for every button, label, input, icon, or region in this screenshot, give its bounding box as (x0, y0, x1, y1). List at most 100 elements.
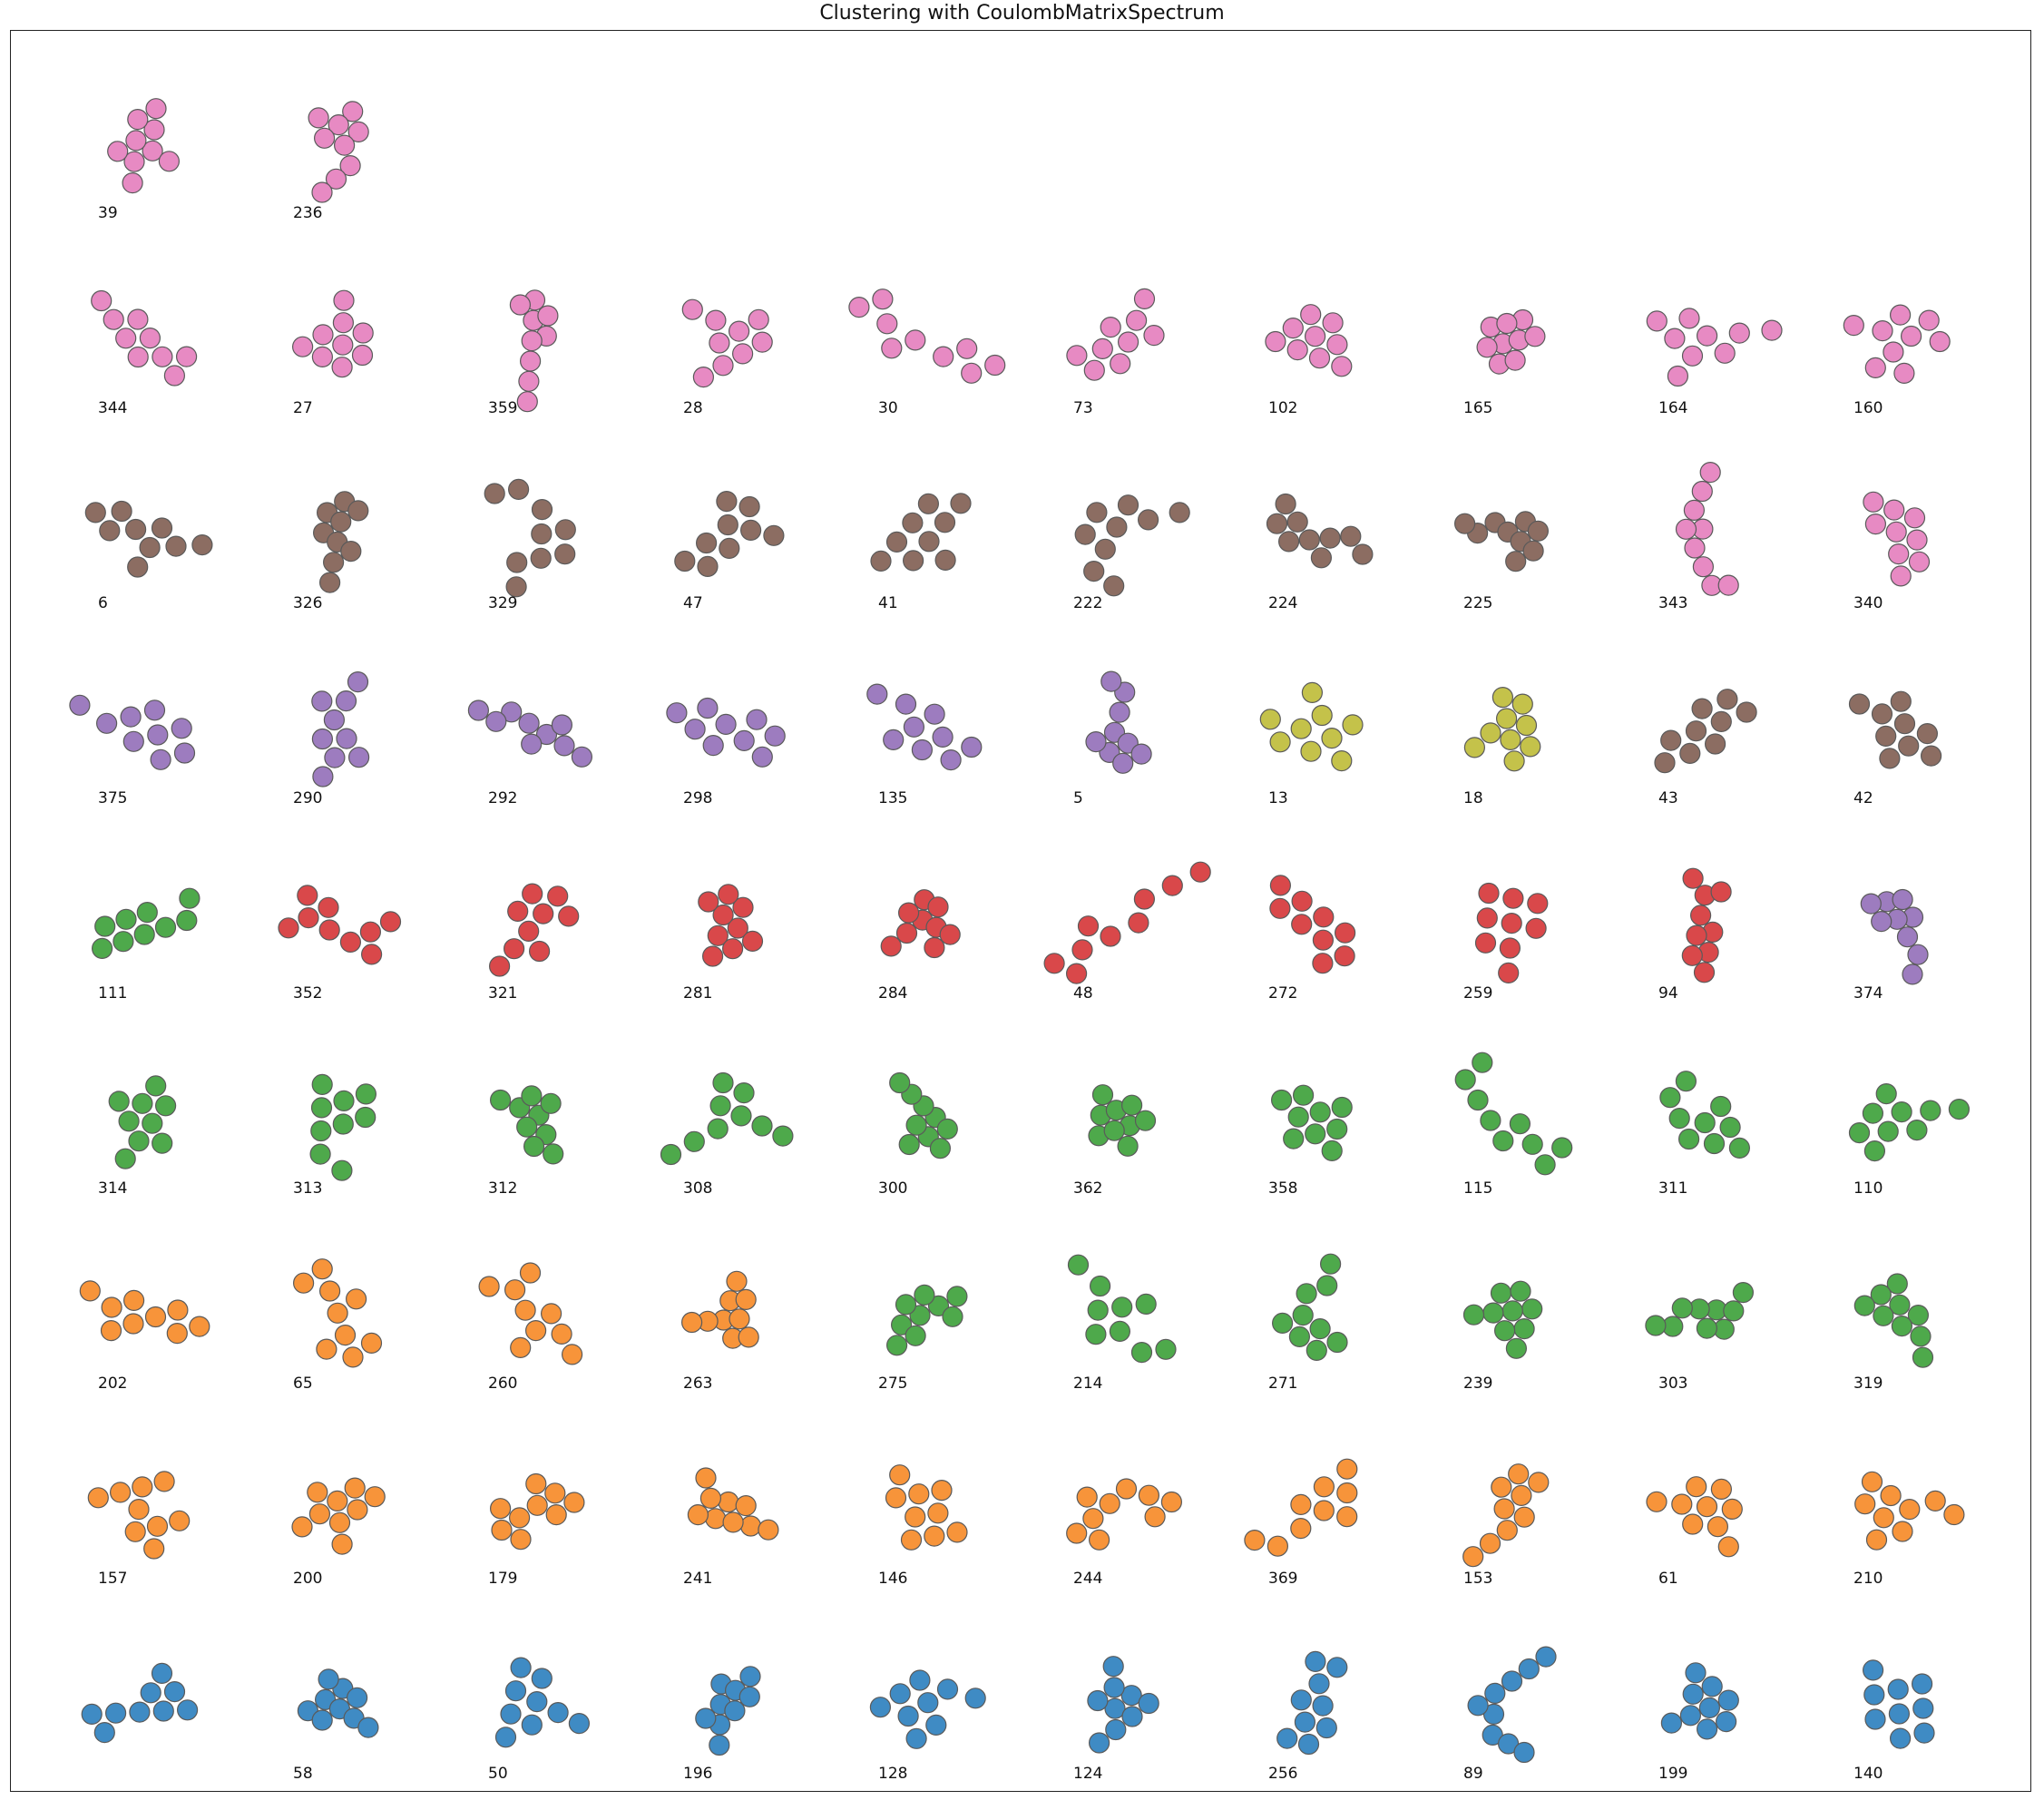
atom-marker (1890, 565, 1912, 587)
atom-marker (1296, 1283, 1317, 1305)
atom-marker (1924, 1490, 1946, 1512)
atom-marker (1912, 1346, 1934, 1368)
atom-marker (1863, 1659, 1884, 1681)
cluster-glyph-61 (1646, 1476, 1743, 1558)
atom-marker (1326, 1331, 1348, 1354)
atom-marker (1100, 317, 1121, 338)
atom-marker (344, 1477, 366, 1499)
atom-marker (1906, 1119, 1928, 1141)
atom-marker (900, 1529, 923, 1551)
atom-marker (553, 735, 575, 757)
atom-marker (1094, 538, 1116, 560)
atom-marker (1319, 527, 1341, 549)
atom-marker (1065, 963, 1088, 984)
atom-marker (521, 330, 543, 352)
atom-marker (1696, 325, 1718, 347)
atom-marker (924, 1525, 945, 1547)
structure-id-label: 239 (1463, 1374, 1492, 1393)
atom-marker (961, 362, 983, 384)
atom-marker (1667, 365, 1689, 387)
atom-marker (1899, 1498, 1921, 1521)
atom-marker (128, 1498, 150, 1521)
cluster-glyph-153 (1462, 1463, 1550, 1568)
cluster-glyph-42 (1848, 690, 1942, 769)
atom-marker (291, 1516, 313, 1538)
atom-marker (318, 1668, 339, 1690)
atom-marker (869, 1697, 892, 1718)
atom-marker (355, 1106, 377, 1129)
atom-marker (347, 500, 369, 522)
atom-marker (521, 1714, 543, 1736)
atom-marker (568, 1712, 591, 1735)
cluster-glyph-89 (1467, 1646, 1557, 1764)
atom-marker (558, 905, 580, 927)
cluster-glyph-343 (1675, 461, 1739, 596)
atom-marker (1138, 1692, 1159, 1715)
atom-marker (87, 1487, 109, 1509)
structure-id-label: 358 (1268, 1179, 1297, 1198)
structure-id-label: 244 (1073, 1570, 1102, 1588)
structure-id-label: 42 (1853, 789, 1873, 807)
structure-id-label: 313 (293, 1179, 322, 1198)
atom-marker (1671, 1493, 1693, 1515)
atom-marker (127, 556, 149, 578)
atom-marker (1551, 1137, 1573, 1159)
atom-marker (1453, 513, 1476, 534)
cluster-glyph-298 (666, 697, 786, 768)
atom-marker (709, 1095, 731, 1117)
atom-marker (705, 309, 727, 331)
atom-marker (1736, 701, 1757, 723)
atom-marker (352, 322, 374, 344)
cluster-glyph-146 (885, 1464, 968, 1551)
atom-marker (327, 1302, 348, 1324)
atom-marker (1292, 1304, 1314, 1326)
atom-marker (889, 1071, 911, 1094)
atom-marker (191, 533, 213, 556)
atom-marker (1109, 1320, 1131, 1343)
atom-marker (1715, 1710, 1737, 1733)
atom-marker (551, 714, 573, 736)
atom-marker (1134, 1110, 1157, 1131)
atom-marker (484, 483, 505, 504)
atom-marker (751, 746, 773, 768)
atom-marker (1467, 1089, 1489, 1111)
atom-marker (1889, 1294, 1911, 1316)
atom-marker (1297, 1733, 1320, 1756)
atom-marker (1696, 1718, 1718, 1740)
structure-id-label: 374 (1853, 984, 1883, 1003)
atom-marker (1336, 1506, 1358, 1528)
cluster-glyph-314 (108, 1075, 177, 1169)
atom-marker (355, 1083, 377, 1105)
atom-marker (1943, 1503, 1965, 1526)
cluster-glyph-160 (1843, 304, 1951, 384)
atom-marker (731, 343, 754, 365)
atom-marker (1675, 518, 1697, 540)
atom-marker (1929, 330, 1951, 353)
atom-marker (1088, 1529, 1110, 1551)
structure-id-label: 303 (1658, 1374, 1687, 1393)
structure-id-label: 202 (98, 1374, 127, 1393)
atom-marker (1861, 1471, 1883, 1492)
atom-marker (503, 938, 525, 960)
atom-marker (1304, 326, 1326, 347)
atom-marker (1275, 493, 1296, 515)
atom-marker (739, 519, 762, 542)
structure-id-label: 326 (293, 594, 322, 612)
cluster-glyph-225 (1453, 511, 1550, 572)
structure-id-label: 160 (1853, 399, 1883, 417)
atom-marker (1130, 1341, 1153, 1364)
atom-marker (1864, 1708, 1886, 1730)
atom-marker (1276, 1727, 1298, 1749)
atom-marker (1675, 1071, 1697, 1092)
structure-id-label: 263 (683, 1374, 712, 1393)
atom-marker (312, 766, 334, 788)
atom-marker (494, 1727, 517, 1748)
atom-marker (1873, 1507, 1894, 1529)
atom-marker (324, 747, 346, 768)
atom-marker (1682, 1683, 1704, 1705)
atom-marker (1310, 547, 1333, 569)
cluster-glyph-300 (889, 1071, 958, 1159)
atom-marker (939, 924, 961, 945)
cluster-glyph-199 (1660, 1662, 1739, 1740)
atom-marker (707, 1118, 729, 1140)
